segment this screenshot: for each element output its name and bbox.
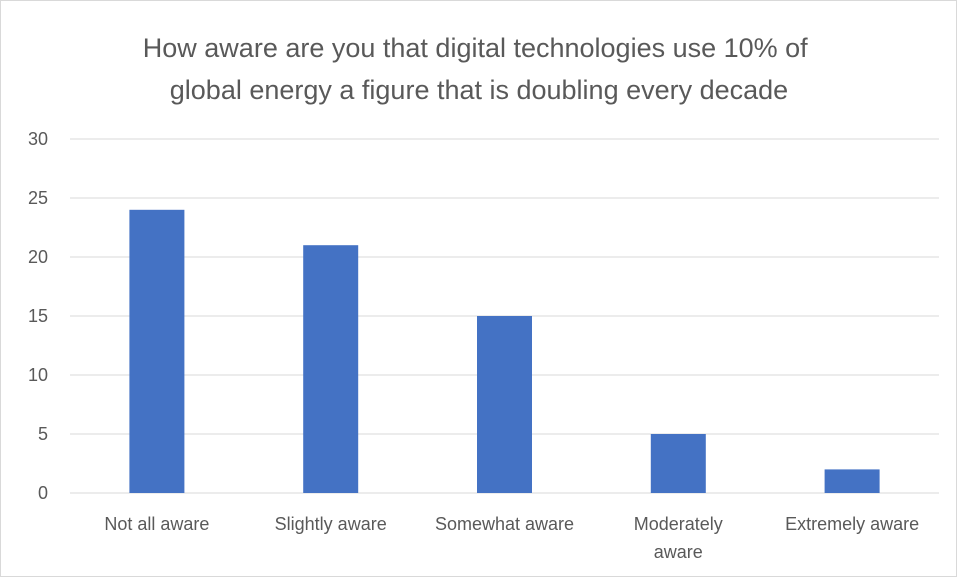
x-category-label: Somewhat aware — [435, 514, 574, 534]
bars — [129, 209, 880, 494]
y-tick-label: 25 — [28, 188, 48, 208]
bar — [303, 245, 359, 493]
x-category-label: Extremely aware — [785, 514, 919, 534]
y-tick-label: 30 — [28, 129, 48, 149]
bar — [129, 209, 185, 494]
x-category-label-line: aware — [654, 542, 703, 562]
x-axis-category-labels: Not all aware Slightly aware Somewhat awar… — [104, 514, 919, 562]
x-category-label-line: Extremely aware — [785, 514, 919, 534]
x-category-label-line: Not all aware — [104, 514, 209, 534]
y-tick-label: 10 — [28, 365, 48, 385]
chart-title: How aware are you that digital technolog… — [143, 33, 815, 105]
y-tick-label: 20 — [28, 247, 48, 267]
x-category-label-line: Somewhat aware — [435, 514, 574, 534]
y-tick-label: 15 — [28, 306, 48, 326]
y-tick-label: 5 — [38, 424, 48, 444]
bar — [824, 469, 880, 493]
chart-title-line-1: How aware are you that digital technolog… — [143, 33, 808, 63]
y-axis-tick-labels: 0 5 10 15 20 25 30 — [28, 129, 48, 503]
x-category-label-line: Moderately — [634, 514, 723, 534]
x-category-label: Not all aware — [104, 514, 209, 534]
bar — [650, 434, 706, 493]
x-category-label: Slightly aware — [275, 514, 387, 534]
chart-title-line-2: global energy a figure that is doubling … — [170, 75, 788, 105]
bar — [477, 316, 532, 493]
x-category-label-line: Slightly aware — [275, 514, 387, 534]
y-tick-label: 0 — [38, 483, 48, 503]
x-category-label: Moderately aware — [634, 514, 723, 562]
